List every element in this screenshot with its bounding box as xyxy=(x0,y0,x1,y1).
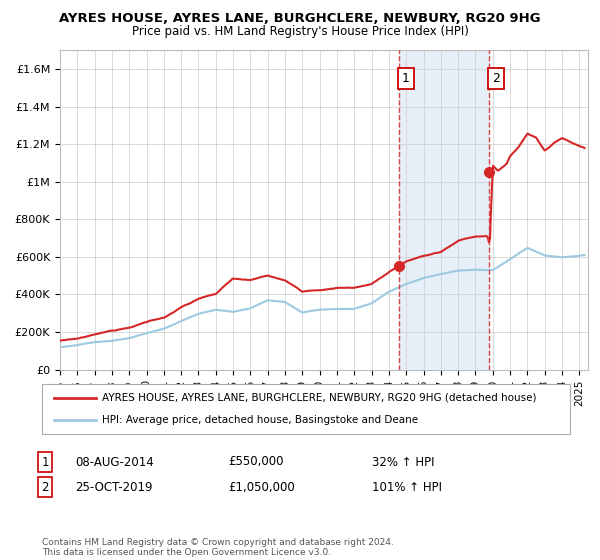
Text: 1: 1 xyxy=(41,455,49,469)
Text: HPI: Average price, detached house, Basingstoke and Deane: HPI: Average price, detached house, Basi… xyxy=(102,415,418,425)
Text: 2: 2 xyxy=(492,72,500,85)
Text: Contains HM Land Registry data © Crown copyright and database right 2024.
This d: Contains HM Land Registry data © Crown c… xyxy=(42,538,394,557)
Text: Price paid vs. HM Land Registry's House Price Index (HPI): Price paid vs. HM Land Registry's House … xyxy=(131,25,469,38)
Text: AYRES HOUSE, AYRES LANE, BURGHCLERE, NEWBURY, RG20 9HG: AYRES HOUSE, AYRES LANE, BURGHCLERE, NEW… xyxy=(59,12,541,25)
Text: £550,000: £550,000 xyxy=(228,455,284,469)
Bar xyxy=(400,50,490,370)
Text: 1: 1 xyxy=(402,72,410,85)
Text: 32% ↑ HPI: 32% ↑ HPI xyxy=(372,455,434,469)
Text: 101% ↑ HPI: 101% ↑ HPI xyxy=(372,480,442,494)
Text: £1,050,000: £1,050,000 xyxy=(228,480,295,494)
Text: 08-AUG-2014: 08-AUG-2014 xyxy=(75,455,154,469)
Text: 2: 2 xyxy=(41,480,49,494)
Text: 25-OCT-2019: 25-OCT-2019 xyxy=(75,480,152,494)
Text: AYRES HOUSE, AYRES LANE, BURGHCLERE, NEWBURY, RG20 9HG (detached house): AYRES HOUSE, AYRES LANE, BURGHCLERE, NEW… xyxy=(102,393,536,403)
